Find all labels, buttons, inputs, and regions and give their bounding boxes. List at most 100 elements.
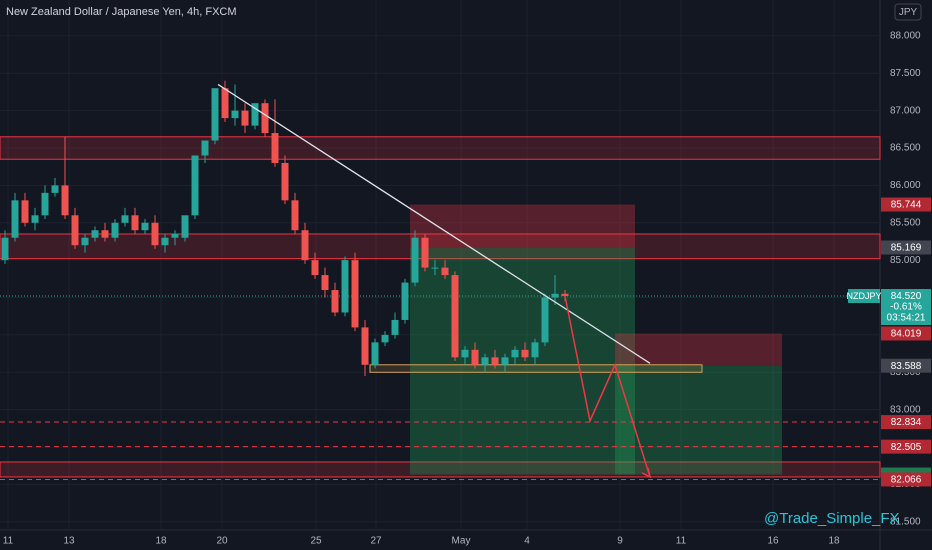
candle-body	[171, 233, 179, 238]
candle-body	[371, 342, 379, 365]
price-tag-label: 82.505	[891, 442, 922, 453]
price-tag	[881, 358, 931, 373]
candle-body	[491, 357, 499, 365]
candle-body	[381, 334, 389, 343]
x-tick-label: May	[452, 536, 471, 547]
price-tag-label: 83.588	[891, 361, 922, 372]
y-tick-label: 88.000	[890, 31, 921, 42]
candle-body	[531, 342, 539, 358]
candle-body	[321, 275, 329, 291]
stop-area	[410, 204, 635, 248]
candle-body	[441, 267, 449, 276]
candle-body	[31, 215, 39, 223]
zone	[0, 136, 881, 160]
candle-body	[121, 215, 129, 223]
price-tag	[881, 197, 931, 212]
x-tick-label: 9	[617, 536, 623, 547]
y-tick-label: 85.000	[890, 255, 921, 266]
currency[interactable]: JPY	[899, 7, 918, 18]
candle-body	[551, 293, 559, 298]
candle-body	[261, 103, 269, 134]
candle-body	[461, 349, 469, 358]
y-tick-label: 81.500	[890, 516, 921, 527]
price-tag	[881, 415, 931, 430]
candle-body	[231, 110, 239, 119]
last-price: 84.520	[891, 291, 922, 302]
candle-body	[431, 267, 439, 269]
candle-body	[391, 319, 399, 335]
grid	[0, 0, 880, 530]
candle-body	[301, 230, 309, 261]
last-price-tag	[881, 289, 931, 326]
candle-body	[291, 200, 299, 231]
candle-body	[1, 237, 9, 261]
x-tick-label: 16	[767, 536, 779, 547]
x-tick-label: 13	[63, 536, 75, 547]
candle-body	[191, 155, 199, 216]
candle-body	[81, 237, 89, 246]
candle-body	[161, 237, 169, 246]
candle-body	[71, 215, 79, 246]
last-change: -0.61%	[890, 302, 922, 313]
candle-body	[421, 237, 429, 268]
candle-body	[401, 282, 409, 320]
price-tag-label: 82.834	[891, 417, 922, 428]
projection-path	[564, 295, 651, 478]
candle-body	[501, 357, 509, 365]
y-tick-label: 87.000	[890, 105, 921, 116]
candle-body	[241, 110, 249, 126]
price-tag-label: 82.066	[891, 475, 922, 486]
candle-body	[111, 222, 119, 238]
countdown: 03:54:21	[887, 313, 926, 324]
x-tick-label: 4	[524, 536, 530, 547]
candle-body	[61, 185, 69, 216]
candle-body	[521, 349, 529, 358]
support-zone	[369, 364, 703, 373]
x-tick-label: 25	[310, 536, 322, 547]
y-tick-label: 86.000	[890, 180, 921, 191]
watermark: @Trade_Simple_FX	[764, 510, 900, 527]
price-tag	[881, 240, 931, 255]
stop-area	[615, 333, 782, 366]
candle-body	[221, 88, 229, 119]
candle-body	[251, 103, 259, 126]
candle-body	[451, 275, 459, 358]
candle-body	[341, 260, 349, 313]
candle-body	[211, 88, 219, 141]
y-tick-label: 87.500	[890, 68, 921, 79]
candle-body	[511, 349, 519, 358]
candle-body	[51, 185, 59, 193]
trendline	[217, 83, 651, 364]
y-tick-label: 83.000	[890, 404, 921, 415]
currency-box[interactable]	[894, 3, 922, 21]
symbol-label: NZDJPY	[846, 291, 881, 301]
price-tag	[881, 326, 931, 341]
candles	[1, 80, 569, 377]
candle-body	[361, 327, 369, 365]
overlays	[217, 83, 652, 479]
candle-body	[101, 230, 109, 238]
axes: 81.50082.00082.50083.00083.50084.00084.5…	[3, 31, 931, 547]
zone	[0, 233, 881, 260]
candle-body	[561, 293, 569, 297]
symbol-tag	[848, 289, 880, 304]
candle-body	[141, 222, 149, 231]
y-tick-label: 85.500	[890, 217, 921, 228]
candle-body	[471, 349, 479, 365]
candle-body	[411, 237, 419, 283]
candle-body	[41, 192, 49, 216]
chart-title: New Zealand Dollar / Japanese Yen, 4h, F…	[6, 6, 237, 18]
price-tag	[881, 439, 931, 454]
x-tick-label: 27	[370, 536, 382, 547]
price-tag-label: 85.744	[891, 200, 922, 211]
target-area	[410, 247, 635, 475]
candle-body	[201, 140, 209, 156]
candle-body	[21, 200, 29, 223]
arrow-head	[641, 467, 652, 479]
x-tick-label: 11	[676, 536, 687, 547]
zone	[0, 461, 881, 478]
candle-body	[541, 297, 549, 343]
